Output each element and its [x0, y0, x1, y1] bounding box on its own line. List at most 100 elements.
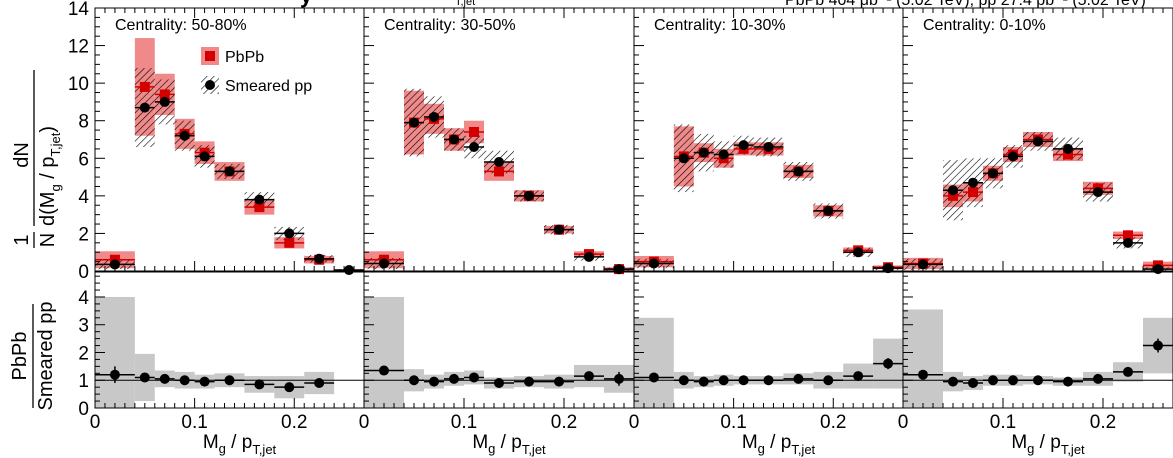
pp-point: [1123, 237, 1133, 248]
pp-point: [409, 117, 419, 128]
pp-point: [344, 265, 355, 276]
pp-point: [1008, 151, 1018, 162]
pp-point: [738, 140, 749, 151]
pbpb-point: [948, 190, 958, 201]
ratio-point: [199, 376, 210, 387]
ratio-point: [1123, 366, 1133, 377]
ratio-point: [988, 375, 998, 386]
y-tick-label-top: 4: [78, 187, 89, 208]
x-tick-label: 0: [898, 412, 909, 433]
y-tick-label-top: 0: [78, 262, 89, 283]
header-right-fragment: PbPb 404 μb⁻¹ (5.02 TeV), pp 27.4 pb⁻¹ (…: [785, 0, 1146, 9]
x-tick-label: 0.1: [181, 412, 207, 433]
ratio-point: [429, 376, 439, 387]
ratio-point: [853, 371, 864, 382]
legend-pp-label: Smeared pp: [225, 78, 312, 95]
x-tick-label: 0.2: [1090, 412, 1116, 433]
ratio-point: [793, 373, 804, 384]
ratio-point: [1033, 375, 1043, 386]
pp-point: [823, 205, 834, 216]
pp-point: [469, 142, 479, 153]
x-axis-title-part: M: [472, 432, 488, 453]
x-tick-label: 0.2: [281, 412, 307, 433]
x-axis-title-part: T,jet: [791, 442, 815, 457]
pp-point: [1153, 264, 1163, 275]
ratio-point: [139, 372, 150, 383]
x-axis-title: Mg / pT,jet: [472, 432, 546, 457]
x-axis-title: Mg / pT,jet: [742, 432, 816, 457]
ratio-point: [314, 378, 325, 389]
x-axis-title-part: M: [742, 432, 758, 453]
pp-point: [179, 130, 190, 141]
legend-pbpb-label: PbPb: [225, 49, 264, 66]
pp-point: [584, 251, 594, 262]
ratio-point: [469, 372, 479, 383]
y-tick-label-top: 14: [68, 0, 90, 20]
x-tick-label: 0: [359, 412, 370, 433]
centrality-label: Centrality: 0-10%: [923, 17, 1046, 34]
pp-point: [948, 185, 958, 196]
panel-3: [634, 124, 903, 408]
pp-point: [379, 258, 389, 269]
y-tick-label-ratio: 2: [78, 343, 89, 364]
ratio-point: [379, 365, 389, 376]
x-axis-title-part: g: [758, 441, 765, 456]
pp-point: [254, 194, 265, 205]
ratio-point: [109, 369, 120, 380]
axes-layer: Centrality: 50-80%0 0.1 0.2Mg / pT,jet0246…: [68, 0, 1173, 457]
pbpb-point: [284, 237, 295, 248]
x-tick-label: 0: [90, 412, 101, 433]
x-axis-title-part: / p: [765, 432, 791, 453]
y-axis-title-top: 1 N dN d(Mg / pT,jet): [11, 70, 63, 248]
pp-point: [1063, 143, 1073, 154]
x-axis-title-part: T,jet: [522, 442, 546, 457]
y-title-top-d: d(M: [37, 192, 59, 226]
ratio-point: [179, 375, 190, 386]
pp-point: [449, 134, 459, 145]
x-axis-title-part: T,jet: [252, 442, 276, 457]
x-tick-label: 0.1: [451, 412, 477, 433]
centrality-label: Centrality: 30-50%: [384, 17, 516, 34]
panel-4: [903, 131, 1173, 408]
ratio-point: [738, 375, 749, 386]
pbpb-point: [159, 89, 170, 100]
pp-point: [1093, 187, 1103, 198]
ratio-point: [678, 375, 689, 386]
y-title-ratio-num: PbPb: [9, 332, 31, 381]
ratio-point: [159, 373, 170, 384]
centrality-label: Centrality: 10-30%: [654, 17, 786, 34]
pp-point: [429, 111, 439, 122]
x-axis-title-part: M: [1011, 432, 1027, 453]
pp-point: [314, 253, 325, 264]
ratio-point: [554, 376, 564, 387]
ratio-point: [698, 376, 709, 387]
ratio-point: [524, 376, 534, 387]
panels-layer: [95, 38, 1173, 408]
pp-point: [988, 168, 998, 179]
pp-point: [554, 224, 564, 235]
y-title-top-one: 1: [11, 234, 33, 245]
ratio-point: [918, 369, 928, 380]
x-axis-title-part: g: [488, 441, 495, 456]
ratio-point: [449, 373, 459, 384]
ratio-sys-box: [634, 317, 674, 408]
ratio-point: [584, 371, 594, 382]
y-tick-label-top: 6: [78, 149, 89, 170]
ratio-point: [1063, 376, 1073, 387]
pp-point: [698, 147, 709, 158]
centrality-label: Centrality: 50-80%: [115, 17, 247, 34]
header-left-fragment: y: [300, 0, 313, 8]
ratio-point: [224, 375, 235, 386]
pp-point: [793, 166, 804, 177]
y-tick-label-ratio: 3: [78, 316, 89, 337]
y-tick-label-top: 10: [68, 74, 89, 95]
ratio-point: [648, 372, 659, 383]
y-tick-label-top: 2: [78, 224, 89, 245]
x-tick-label: 0.2: [820, 412, 846, 433]
pp-point: [968, 177, 978, 188]
x-axis-title-part: / p: [495, 432, 521, 453]
ratio-point: [823, 375, 834, 386]
y-title-top-sub-tjet: T,jet: [48, 132, 63, 156]
pbpb-point: [1123, 230, 1133, 241]
pp-point: [494, 157, 504, 168]
